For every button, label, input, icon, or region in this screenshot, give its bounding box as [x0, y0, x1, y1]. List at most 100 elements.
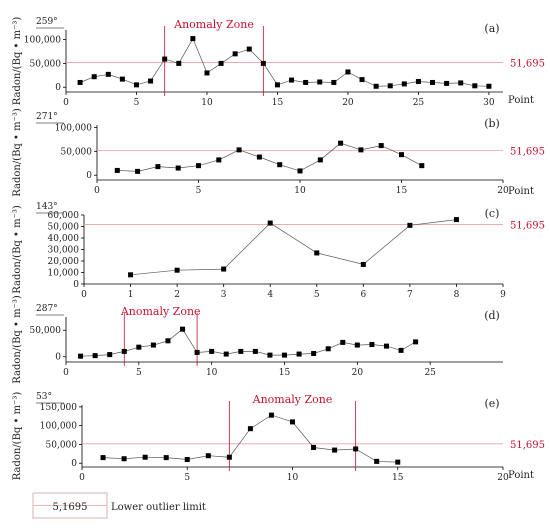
data-point: [221, 266, 227, 272]
data-point: [303, 79, 309, 85]
data-point: [155, 164, 161, 170]
data-point: [114, 167, 120, 173]
data-point: [128, 272, 134, 278]
data-point: [223, 351, 229, 357]
y-tick-label: 40,000: [48, 234, 80, 244]
data-point: [360, 261, 366, 267]
data-point: [444, 80, 450, 86]
panel-label: (e): [484, 397, 499, 410]
series-line: [117, 142, 422, 172]
data-point: [180, 326, 186, 332]
data-point: [209, 348, 215, 354]
data-point: [472, 83, 478, 89]
data-point: [413, 339, 419, 345]
data-point: [246, 46, 252, 52]
data-point: [332, 447, 338, 453]
data-point: [314, 250, 320, 256]
y-tick-label: 0: [86, 171, 92, 181]
data-point: [374, 458, 380, 464]
panel-label: (d): [484, 309, 500, 322]
x-tick-label: 30: [483, 98, 495, 108]
x-tick-label: 10: [294, 186, 306, 196]
threshold-label: 51,695: [510, 59, 545, 70]
azimuth-label: 271°: [36, 112, 58, 122]
azimuth-label: 143°: [36, 202, 58, 212]
y-tick-label: 50,000: [30, 59, 62, 69]
x-tick-label: 15: [396, 186, 408, 196]
data-point: [135, 168, 141, 174]
panel-label: (b): [484, 117, 500, 130]
data-point: [165, 338, 171, 344]
x-tick-label: 7: [407, 290, 413, 300]
data-point: [204, 70, 210, 76]
data-point: [256, 154, 262, 160]
legend-value: 5,1695: [53, 502, 88, 513]
legend-label: Lower outlier limit: [111, 502, 206, 513]
y-tick-label: 0: [55, 83, 61, 93]
x-tick-label: 15: [272, 98, 284, 108]
y-tick-label: 150,000: [40, 403, 77, 413]
data-point: [78, 353, 84, 359]
data-point: [174, 267, 180, 273]
data-point: [119, 76, 125, 82]
y-axis-label: Radon/(Bq • m⁻³): [12, 392, 23, 481]
data-point: [358, 147, 364, 153]
panel-b: 0 50,000 100,000 0 5 10 15 20 271° Radon/(Bq • m⁻…: [12, 108, 545, 197]
x-tick-label: 5: [196, 186, 202, 196]
x-tick-label: 10: [201, 98, 213, 108]
data-point: [133, 82, 139, 88]
data-point: [232, 51, 238, 57]
data-point: [395, 459, 401, 465]
x-tick-label: 0: [63, 98, 69, 108]
data-point: [162, 56, 168, 62]
panel-a: 0 50,000 100,000 0 5 10 15 20 25 30 259° Radon/(Bq …: [12, 17, 545, 108]
data-point: [338, 140, 344, 146]
data-point: [267, 352, 273, 358]
x-tick-label: 5: [134, 98, 140, 108]
data-point: [121, 456, 127, 462]
data-point: [184, 456, 190, 462]
panel-label: (a): [484, 22, 499, 35]
y-tick-label: 50,000: [30, 326, 62, 336]
x-tick-label: 0: [79, 473, 85, 483]
data-point: [121, 348, 127, 354]
x-tick-label: 6: [360, 290, 366, 300]
x-tick-label: 15: [279, 368, 291, 378]
x-tick-label: 20: [497, 186, 509, 196]
data-point: [190, 36, 196, 42]
x-tick-label: 20: [342, 98, 354, 108]
y-tick-label: 100,000: [40, 422, 77, 432]
x-tick-label: 15: [392, 473, 404, 483]
x-tick-label: 9: [500, 290, 506, 300]
data-point: [236, 147, 242, 153]
data-point: [226, 454, 232, 460]
y-axis-label: Radon/(Bq • m⁻³): [12, 205, 23, 294]
data-point: [107, 352, 113, 358]
data-point: [398, 347, 404, 353]
data-point: [317, 79, 323, 85]
series-line: [130, 219, 457, 276]
x-tick-label: 10: [206, 368, 218, 378]
y-tick-label: 0: [55, 353, 61, 363]
data-point: [359, 77, 365, 83]
y-axis-label: Radon/(Bq • m⁻³): [12, 17, 23, 106]
panel-d: 0 50,000 0 5 10 15 20 25 287° Radon/(Bq • m⁻³) (d)…: [12, 295, 503, 384]
x-tick-label: 25: [413, 98, 425, 108]
data-point: [399, 152, 404, 158]
data-point: [176, 60, 182, 66]
x-tick-label: 20: [497, 473, 509, 483]
data-point: [175, 165, 181, 171]
data-point: [453, 217, 459, 223]
data-point: [77, 79, 83, 85]
data-point: [369, 342, 375, 348]
x-tick-label: 3: [221, 290, 227, 300]
x-tick-label: 0: [81, 290, 87, 300]
panel-label: (c): [485, 207, 500, 220]
data-point: [383, 343, 389, 349]
data-point: [268, 412, 274, 418]
data-point: [419, 163, 425, 169]
threshold-label: 51,695: [510, 146, 545, 157]
data-point: [136, 344, 142, 350]
x-tick-label: 25: [424, 368, 436, 378]
data-point: [196, 163, 201, 169]
